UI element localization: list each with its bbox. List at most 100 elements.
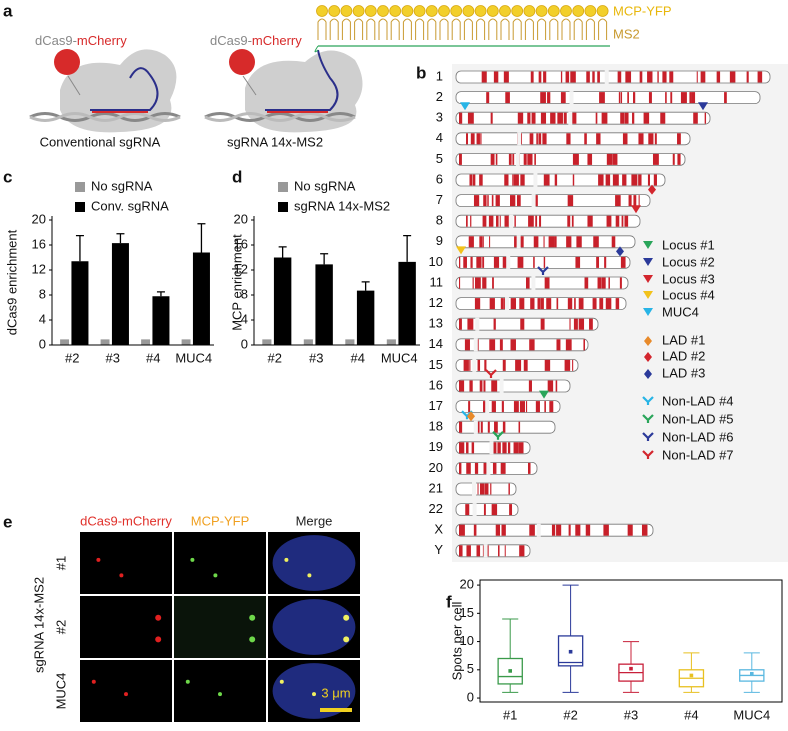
error-bar — [197, 223, 206, 253]
band — [519, 401, 526, 413]
band — [584, 277, 589, 289]
chromosome — [455, 194, 651, 208]
fusion-label: dCas9-mCherry — [210, 33, 302, 48]
band — [543, 174, 550, 186]
band — [474, 298, 481, 310]
legend-label: No sgRNA — [294, 178, 356, 193]
chromosome-label: 2 — [436, 89, 443, 104]
ms2-loop — [341, 18, 351, 40]
band — [529, 339, 535, 351]
legend-label: Non-LAD #4 — [662, 393, 734, 408]
band — [535, 401, 540, 413]
band — [543, 236, 545, 248]
x-tick-label: #2 — [65, 350, 79, 365]
band — [491, 504, 498, 516]
spot — [343, 614, 350, 621]
ms2-loop — [451, 18, 461, 40]
ms2-loop — [415, 18, 425, 40]
band — [471, 442, 475, 454]
band — [632, 112, 635, 124]
y-tick-label: 0 — [241, 336, 248, 351]
band — [543, 256, 546, 268]
bar — [181, 339, 191, 345]
chromosome — [455, 255, 631, 269]
band — [507, 442, 511, 454]
band — [488, 215, 494, 227]
band — [551, 524, 556, 536]
dna — [29, 112, 181, 122]
band — [622, 174, 627, 186]
x-tick-label: #2 — [268, 350, 282, 365]
band — [479, 236, 483, 248]
y-tick-label: 20 — [234, 211, 248, 226]
ms2-loop — [317, 18, 327, 40]
y-tick-label: 8 — [241, 286, 248, 301]
band — [575, 256, 581, 268]
band — [523, 359, 528, 371]
band — [459, 524, 465, 536]
band — [466, 133, 469, 145]
band — [489, 339, 496, 351]
chromosome — [455, 111, 711, 125]
chromosome-label: 14 — [429, 336, 443, 351]
chromosome-label: 8 — [436, 213, 443, 228]
band — [490, 153, 495, 165]
marker — [642, 414, 654, 423]
band — [496, 215, 499, 227]
band — [586, 71, 590, 83]
band — [483, 462, 489, 474]
whisker — [562, 665, 579, 693]
band — [469, 359, 471, 371]
scale-bar — [320, 708, 352, 712]
band — [481, 71, 487, 83]
band — [465, 504, 470, 516]
mcp-yfp — [462, 5, 475, 17]
band — [677, 153, 681, 165]
mcp-yfp — [547, 5, 560, 17]
caption: Conventional sgRNA — [40, 134, 161, 149]
chromosome — [455, 544, 531, 558]
band — [550, 112, 556, 124]
band — [533, 256, 535, 268]
chromosome-label: 3 — [436, 110, 443, 125]
ms2-loop — [598, 18, 608, 40]
ms2-loop — [488, 18, 498, 40]
ms2-label: MS2 — [613, 26, 640, 41]
mean — [629, 666, 633, 671]
label-part: mCherry — [77, 33, 127, 48]
centromere — [472, 482, 476, 496]
band — [716, 71, 721, 83]
band — [598, 174, 604, 186]
band — [513, 174, 519, 186]
centromere — [506, 255, 511, 269]
band — [505, 92, 510, 104]
mcp-yfp — [364, 5, 377, 17]
band — [494, 421, 498, 433]
band — [704, 112, 707, 124]
band — [729, 71, 736, 83]
band — [660, 112, 666, 124]
band — [567, 195, 574, 207]
spot — [155, 614, 162, 621]
band — [540, 318, 545, 330]
centromere — [516, 235, 521, 249]
band — [519, 298, 525, 310]
centromere — [485, 400, 490, 414]
microscopy: dCas9-mCherry MCP-YFP Merge #1 #2 MUC4 sgRNA 1… — [31, 513, 360, 722]
band — [620, 92, 623, 104]
centromere — [475, 317, 480, 331]
band — [516, 195, 521, 207]
x-tick-label: MUC4 — [381, 350, 418, 365]
band — [509, 504, 513, 516]
centromere — [536, 523, 541, 537]
bar — [386, 339, 396, 345]
band — [700, 71, 706, 83]
band — [567, 215, 571, 227]
band — [696, 71, 698, 83]
band — [549, 401, 554, 413]
band — [599, 298, 604, 310]
centromere — [531, 194, 536, 208]
y-axis-label: MCP enrichment — [229, 234, 244, 331]
mean — [750, 671, 754, 676]
